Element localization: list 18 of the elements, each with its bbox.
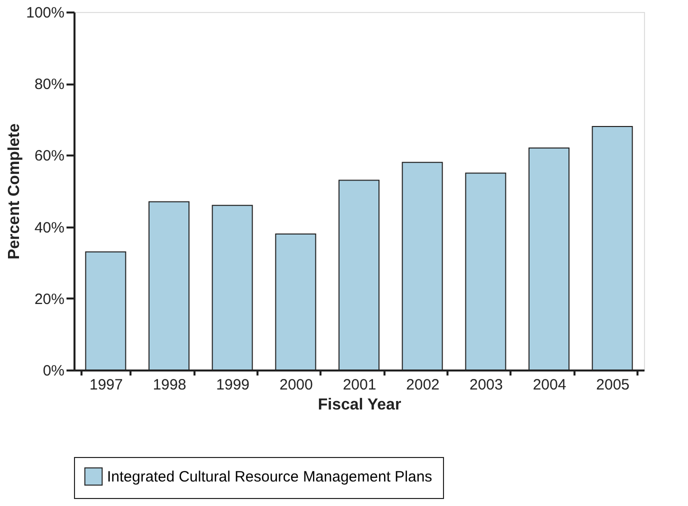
y-axis-title: Percent Complete (6, 123, 24, 260)
x-tick-label: 1999 (216, 376, 250, 394)
y-tick-label: 20% (34, 290, 64, 308)
y-tick-label: 100% (26, 4, 64, 22)
y-tick-label: 40% (34, 219, 64, 236)
x-tick-label: 1998 (152, 376, 186, 394)
y-tick-label: 80% (34, 76, 64, 94)
y-tick-label: 0% (42, 362, 64, 380)
x-tick-label: 2003 (469, 376, 503, 394)
x-tick-label: 1997 (89, 376, 123, 394)
x-tick-label: 2001 (342, 376, 376, 394)
x-tick-label: 2005 (596, 376, 630, 394)
x-tick-label: 2002 (406, 376, 440, 394)
legend-label: Integrated Cultural Resource Management Plans (107, 468, 432, 486)
x-tick-label: 2004 (532, 376, 566, 394)
x-tick-label: 2000 (279, 376, 313, 394)
x-axis-title: Fiscal Year (318, 396, 402, 414)
y-tick-label: 60% (34, 148, 64, 165)
